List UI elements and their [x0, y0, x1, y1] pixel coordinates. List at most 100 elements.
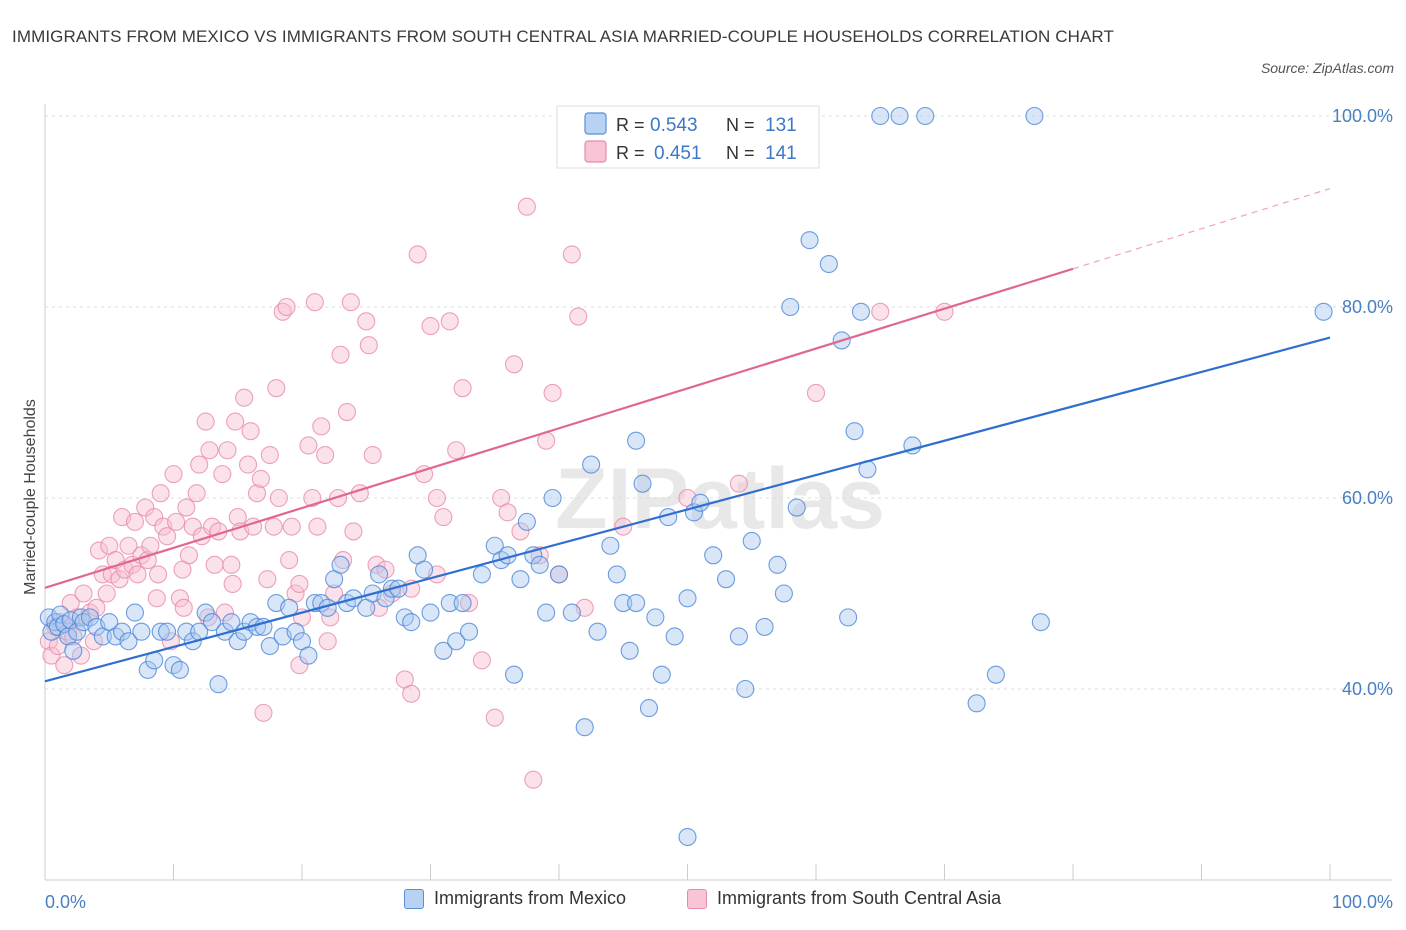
- mexico-point-113: [819, 254, 838, 274]
- south-central-asia-point-29: [136, 498, 155, 517]
- south-central-asia-point-51: [205, 555, 224, 574]
- legend-item-mexico: Immigrants from Mexico: [404, 888, 626, 909]
- south-central-asia-point-69: [267, 379, 286, 398]
- mexico-point-120: [890, 106, 909, 126]
- mexico-point-81: [549, 565, 569, 584]
- south-central-asia-point-48: [196, 412, 215, 431]
- south-central-asia-point-135: [290, 574, 309, 594]
- mexico-point-65: [434, 641, 453, 660]
- mexico-point-117: [851, 302, 871, 321]
- south-central-asia-point-120: [543, 383, 562, 403]
- south-central-asia-point-21: [110, 570, 129, 589]
- south-central-asia-point-74: [282, 517, 301, 536]
- south-central-asia-point-40: [170, 589, 189, 608]
- series-legend: Immigrants from Mexico Immigrants from S…: [0, 888, 1406, 916]
- south-central-asia-point-27: [128, 565, 147, 584]
- mexico-point-51: [331, 555, 350, 574]
- mexico-point-90: [627, 593, 646, 613]
- mexico-point-66: [440, 593, 459, 613]
- south-central-asia-point-117: [524, 770, 543, 789]
- south-central-asia-point-61: [238, 455, 258, 474]
- south-central-asia-point-34: [151, 484, 170, 503]
- south-central-asia-point-42: [177, 498, 196, 517]
- mexico-point-124: [986, 665, 1005, 684]
- south-central-asia-point-89: [337, 402, 357, 422]
- mexico-point-63: [415, 560, 434, 579]
- south-central-asia-point-95: [363, 445, 382, 465]
- south-central-asia-point-79: [303, 488, 322, 508]
- mexico-point-112: [800, 231, 819, 250]
- mexico-point-27: [177, 622, 196, 641]
- mexico-point-4: [51, 605, 70, 624]
- mexico-point-70: [472, 565, 491, 584]
- mexico-point-19: [125, 603, 144, 622]
- x-tick-label-0: 0.0%: [45, 892, 86, 912]
- trend-line-south-central-asia-extension: [1072, 188, 1331, 270]
- mexico-point-82: [562, 603, 581, 622]
- south-central-asia-point-44: [183, 517, 202, 536]
- mexico-point-115: [839, 608, 858, 627]
- legend-n-label-2: N =: [726, 143, 755, 163]
- mexico-point-96: [665, 627, 684, 646]
- legend-swatch-mexico: [584, 112, 607, 135]
- legend-label-mexico: Immigrants from Mexico: [434, 888, 627, 908]
- x-tick-label-1: 100.0%: [1332, 892, 1393, 912]
- south-central-asia-point-128: [806, 383, 826, 403]
- mexico-point-125: [1025, 106, 1044, 126]
- mexico-point-9: [68, 622, 87, 641]
- south-central-asia-point-57: [226, 412, 245, 431]
- mexico-point-40: [260, 636, 279, 656]
- mexico-point-67: [447, 632, 466, 651]
- mexico-point-91: [633, 474, 652, 493]
- south-central-asia-point-32: [145, 508, 164, 527]
- mexico-point-46: [299, 646, 318, 665]
- south-central-asia-point-87: [331, 345, 350, 364]
- south-central-asia-point-103: [421, 317, 440, 336]
- series-mexico: [39, 106, 1333, 847]
- mexico-point-123: [967, 694, 986, 713]
- south-central-asia-point-62: [241, 422, 260, 441]
- south-central-asia-point-108: [453, 379, 472, 398]
- mexico-point-35: [228, 632, 247, 651]
- south-central-asia-point-60: [235, 388, 254, 407]
- legend-n-label-1: N =: [726, 115, 755, 135]
- south-central-asia-point-104: [427, 488, 446, 508]
- south-central-asia-point-11: [74, 584, 93, 603]
- tick-labels: 40.0% 60.0% 80.0% 100.0% 0.0% 100.0%: [45, 106, 1393, 912]
- south-central-asia-point-81: [308, 517, 327, 536]
- mexico-point-88: [614, 593, 633, 613]
- south-central-asia-point-111: [485, 708, 504, 727]
- south-central-asia-point-14: [87, 598, 106, 617]
- mexico-point-109: [781, 297, 800, 317]
- legend-item-south-central-asia: Immigrants from South Central Asia: [687, 888, 1001, 909]
- mexico-point-129: [627, 431, 646, 450]
- south-central-asia-point-137: [223, 574, 242, 594]
- mexico-point-103: [736, 679, 755, 699]
- mexico-point-85: [588, 622, 607, 641]
- south-central-asia-point-68: [264, 517, 283, 536]
- mexico-point-87: [607, 565, 626, 584]
- south-central-asia-point-66: [254, 703, 273, 722]
- legend-swatch-south-central-asia: [584, 140, 607, 163]
- legend-r-label-1: R =: [616, 115, 645, 135]
- mexico-point-23: [151, 622, 170, 641]
- mexico-point-84: [582, 455, 601, 474]
- south-central-asia-point-13: [84, 632, 103, 651]
- legend-n-value-1: 131: [765, 115, 797, 136]
- mexico-point-78: [530, 555, 549, 574]
- mexico-point-68: [453, 593, 472, 613]
- mexico-point-61: [402, 613, 421, 632]
- south-central-asia-point-122: [562, 245, 581, 264]
- legend-r-label-2: R =: [616, 143, 645, 163]
- mexico-point-17: [113, 622, 132, 641]
- south-central-asia-point-107: [447, 441, 466, 460]
- mexico-point-122: [916, 106, 935, 126]
- y-tick-label-2: 80.0%: [1342, 297, 1393, 317]
- south-central-asia-point-38: [164, 465, 183, 484]
- south-central-asia-point-90: [341, 293, 360, 312]
- south-central-asia-point-26: [125, 512, 144, 531]
- south-central-asia-point-76: [290, 656, 309, 675]
- south-central-asia-point-78: [299, 436, 318, 455]
- mexico-point-97: [678, 589, 697, 608]
- trend-line-mexico: [44, 336, 1331, 683]
